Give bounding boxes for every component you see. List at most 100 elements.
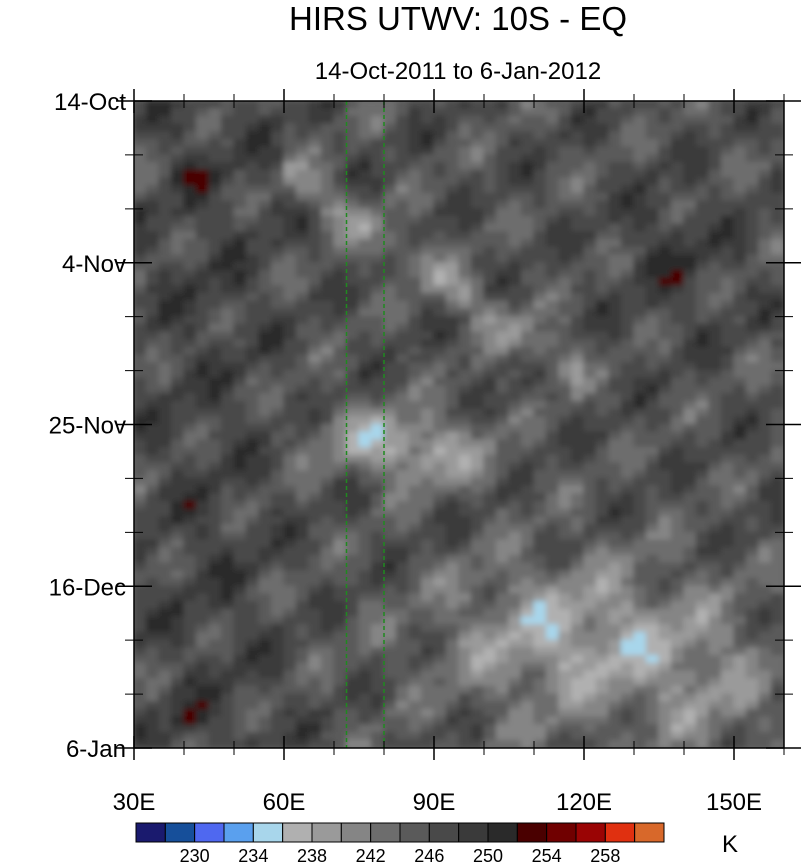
heatmap-cell xyxy=(745,500,760,510)
heatmap-cell xyxy=(745,485,760,495)
heatmap-cell xyxy=(470,477,485,487)
heatmap-cell xyxy=(758,200,773,210)
heatmap-cell xyxy=(733,246,748,256)
heatmap-cell xyxy=(158,154,173,164)
heatmap-cell xyxy=(283,323,298,333)
heatmap-cell xyxy=(708,524,723,533)
heatmap-cell xyxy=(283,500,298,510)
heatmap-cell xyxy=(308,454,323,464)
heatmap-cell xyxy=(433,462,448,472)
heatmap-cell xyxy=(620,354,635,364)
heatmap-cell xyxy=(670,400,685,410)
heatmap-cell xyxy=(608,354,623,364)
heatmap-cell xyxy=(670,377,685,387)
heatmap-cell xyxy=(308,477,323,487)
heatmap-cell xyxy=(708,447,723,456)
heatmap-cell xyxy=(395,662,410,672)
heatmap-cell xyxy=(195,231,210,241)
heatmap-cell xyxy=(195,346,210,356)
heatmap-cell xyxy=(470,539,485,549)
heatmap-cell xyxy=(183,647,198,657)
heatmap-cell xyxy=(508,138,523,148)
heatmap-cell xyxy=(720,169,735,179)
heatmap-cell xyxy=(333,369,348,379)
heatmap-cell xyxy=(695,285,710,295)
heatmap-cell xyxy=(333,316,348,325)
heatmap-cell xyxy=(595,192,610,202)
heatmap-cell xyxy=(208,624,223,634)
heatmap-cell xyxy=(545,123,560,133)
heatmap-cell xyxy=(195,539,210,549)
heatmap-cell xyxy=(683,339,698,349)
heatmap-cell xyxy=(583,670,598,680)
heatmap-cell xyxy=(408,454,423,464)
heatmap-cell xyxy=(433,369,448,379)
heatmap-cell xyxy=(470,277,485,287)
heatmap-cell xyxy=(220,393,235,402)
heatmap-cell xyxy=(308,277,323,287)
heatmap-cell xyxy=(483,154,498,164)
heatmap-cell xyxy=(683,123,698,133)
heatmap-cell xyxy=(233,185,248,195)
heatmap-cell xyxy=(208,393,223,402)
heatmap-cell xyxy=(570,269,585,279)
heatmap-cell xyxy=(508,493,523,503)
heatmap-cell xyxy=(620,192,635,202)
heatmap-cell xyxy=(670,208,685,218)
heatmap-cell xyxy=(295,562,310,572)
heatmap-cell xyxy=(733,254,748,264)
heatmap-cell xyxy=(445,678,460,687)
heatmap-cell xyxy=(408,331,423,341)
heatmap-cell xyxy=(158,447,173,456)
heatmap-cell xyxy=(433,123,448,133)
heatmap-cell xyxy=(358,601,373,610)
heatmap-cell xyxy=(633,277,648,287)
heatmap-cell xyxy=(370,708,385,718)
heatmap-cell xyxy=(495,185,510,195)
heatmap-cell xyxy=(695,531,710,541)
heatmap-cell xyxy=(220,369,235,379)
heatmap-cell xyxy=(570,300,585,310)
heatmap-cell xyxy=(545,447,560,456)
heatmap-cell xyxy=(595,154,610,164)
heatmap-cell xyxy=(183,416,198,426)
heatmap-cell xyxy=(458,701,473,711)
heatmap-cell xyxy=(158,708,173,718)
heatmap-cell xyxy=(358,385,373,395)
heatmap-cell xyxy=(708,115,723,125)
heatmap-cell xyxy=(145,624,160,634)
heatmap-cell xyxy=(245,624,260,634)
heatmap-cell xyxy=(670,701,685,711)
heatmap-cell xyxy=(170,731,185,741)
heatmap-cell xyxy=(570,447,585,456)
heatmap-cell xyxy=(345,477,360,487)
heatmap-cell xyxy=(595,662,610,672)
heatmap-cell xyxy=(158,285,173,295)
heatmap-cell xyxy=(583,562,598,572)
heatmap-cell xyxy=(570,354,585,364)
heatmap-cell xyxy=(733,493,748,503)
heatmap-cell xyxy=(633,246,648,256)
heatmap-cell xyxy=(183,577,198,587)
heatmap-cell xyxy=(620,624,635,634)
heatmap-cell xyxy=(283,223,298,233)
heatmap-cell xyxy=(633,262,648,272)
heatmap-cell xyxy=(683,447,698,456)
heatmap-cell xyxy=(433,624,448,634)
heatmap-cell xyxy=(433,192,448,202)
heatmap-cell xyxy=(134,662,148,672)
heatmap-cell xyxy=(245,562,260,572)
heatmap-cell xyxy=(595,377,610,387)
heatmap-cell xyxy=(583,739,598,748)
heatmap-cell xyxy=(433,254,448,264)
heatmap-cell xyxy=(670,192,685,202)
heatmap-cell xyxy=(370,693,385,703)
heatmap-cell xyxy=(233,423,248,433)
heatmap-cell xyxy=(670,269,685,279)
heatmap-cell xyxy=(733,423,748,433)
heatmap-cell xyxy=(470,177,485,187)
heatmap-cell xyxy=(558,354,573,364)
heatmap-cell xyxy=(770,562,784,572)
heatmap-cell xyxy=(508,316,523,325)
heatmap-cell xyxy=(745,462,760,472)
